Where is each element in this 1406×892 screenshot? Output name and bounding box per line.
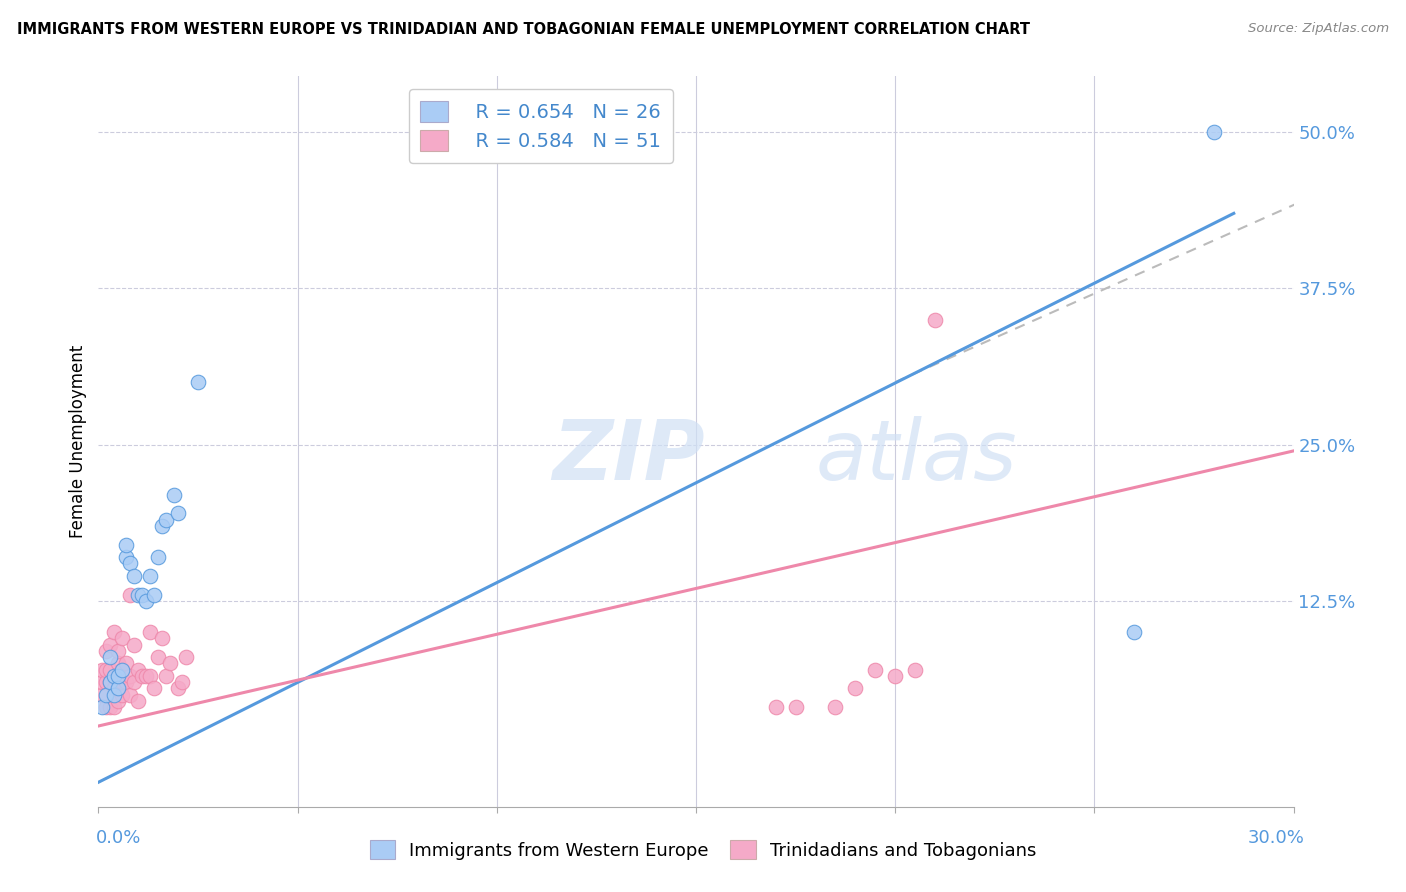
- Point: [124, 675, 146, 690]
- Text: 0.0%: 0.0%: [96, 829, 141, 847]
- Point: [155, 513, 177, 527]
- Point: [131, 588, 153, 602]
- Point: [167, 507, 190, 521]
- Point: [143, 588, 166, 602]
- Point: [120, 588, 142, 602]
- Text: IMMIGRANTS FROM WESTERN EUROPE VS TRINIDADIAN AND TOBAGONIAN FEMALE UNEMPLOYMENT: IMMIGRANTS FROM WESTERN EUROPE VS TRINID…: [17, 22, 1029, 37]
- Point: [107, 644, 129, 658]
- Point: [98, 675, 122, 690]
- Point: [96, 675, 118, 690]
- Point: [91, 688, 114, 702]
- Point: [107, 669, 129, 683]
- Point: [1202, 125, 1225, 139]
- Point: [91, 675, 114, 690]
- Point: [91, 700, 114, 714]
- Point: [844, 681, 866, 696]
- Point: [107, 694, 129, 708]
- Point: [167, 681, 190, 696]
- Point: [115, 657, 138, 671]
- Point: [150, 519, 173, 533]
- Legend:   R = 0.654   N = 26,   R = 0.584   N = 51: R = 0.654 N = 26, R = 0.584 N = 51: [409, 89, 672, 162]
- Point: [98, 650, 122, 665]
- Point: [135, 594, 157, 608]
- Text: Source: ZipAtlas.com: Source: ZipAtlas.com: [1249, 22, 1389, 36]
- Point: [96, 644, 118, 658]
- Point: [150, 632, 173, 646]
- Point: [103, 669, 125, 683]
- Point: [115, 550, 138, 565]
- Point: [155, 669, 177, 683]
- Point: [98, 700, 122, 714]
- Point: [135, 669, 157, 683]
- Point: [120, 688, 142, 702]
- Point: [115, 675, 138, 690]
- Point: [131, 669, 153, 683]
- Point: [865, 663, 887, 677]
- Point: [824, 700, 846, 714]
- Point: [127, 588, 149, 602]
- Point: [96, 663, 118, 677]
- Point: [111, 632, 134, 646]
- Point: [187, 375, 209, 389]
- Legend: Immigrants from Western Europe, Trinidadians and Tobagonians: Immigrants from Western Europe, Trinidad…: [363, 832, 1043, 867]
- Point: [98, 638, 122, 652]
- Point: [111, 688, 134, 702]
- Point: [148, 550, 170, 565]
- Point: [103, 681, 125, 696]
- Point: [107, 681, 129, 696]
- Point: [172, 675, 194, 690]
- Text: ZIP: ZIP: [553, 416, 706, 497]
- Point: [159, 657, 181, 671]
- Point: [163, 488, 186, 502]
- Point: [1123, 625, 1146, 640]
- Point: [98, 663, 122, 677]
- Point: [904, 663, 927, 677]
- Point: [124, 569, 146, 583]
- Point: [174, 650, 197, 665]
- Point: [91, 663, 114, 677]
- Point: [107, 657, 129, 671]
- Point: [111, 663, 134, 677]
- Point: [96, 700, 118, 714]
- Point: [143, 681, 166, 696]
- Point: [107, 675, 129, 690]
- Point: [884, 669, 907, 683]
- Text: 30.0%: 30.0%: [1249, 829, 1305, 847]
- Point: [127, 694, 149, 708]
- Point: [127, 663, 149, 677]
- Point: [120, 557, 142, 571]
- Point: [103, 700, 125, 714]
- Point: [111, 675, 134, 690]
- Point: [139, 625, 162, 640]
- Point: [765, 700, 787, 714]
- Point: [98, 675, 122, 690]
- Point: [124, 638, 146, 652]
- Point: [96, 688, 118, 702]
- Point: [103, 625, 125, 640]
- Point: [148, 650, 170, 665]
- Point: [139, 669, 162, 683]
- Point: [785, 700, 807, 714]
- Y-axis label: Female Unemployment: Female Unemployment: [69, 345, 87, 538]
- Point: [103, 688, 125, 702]
- Point: [924, 312, 946, 326]
- Point: [120, 669, 142, 683]
- Point: [111, 663, 134, 677]
- Text: atlas: atlas: [815, 416, 1017, 497]
- Point: [115, 538, 138, 552]
- Point: [139, 569, 162, 583]
